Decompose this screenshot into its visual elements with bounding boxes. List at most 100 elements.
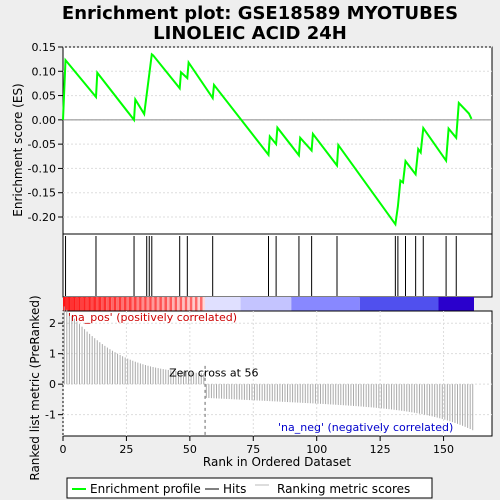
colorbar-cell xyxy=(144,297,147,311)
es-panel: 0.15 0.10 0.05 0.00 -0.05 -0.10 -0.15 -0.20 Enr… xyxy=(11,41,493,235)
es-tick-label: 0.05 xyxy=(32,90,57,103)
colorbar-cell xyxy=(172,297,175,311)
metric-ylabel: Ranked list metric (PreRanked) xyxy=(28,295,42,480)
colorbar-cell xyxy=(174,297,178,311)
colorbar-cell xyxy=(179,297,183,311)
colorbar-cell xyxy=(121,297,124,311)
x-tick-label: 50 xyxy=(183,443,197,456)
colorbar-cell xyxy=(78,297,81,311)
colorbar-cell xyxy=(75,297,79,311)
colorbar-cell xyxy=(167,297,170,311)
x-tick-label: 25 xyxy=(119,443,133,456)
colorbar-cell xyxy=(111,297,114,311)
colorbar-cell xyxy=(131,297,135,311)
metric-tick-label: 1 xyxy=(49,348,56,361)
x-tick-label: 150 xyxy=(433,443,454,456)
neg-label: 'na_neg' (negatively correlated) xyxy=(278,421,453,434)
es-ylabel: Enrichment score (ES) xyxy=(11,83,25,216)
colorbar-cell xyxy=(101,297,104,311)
colorbar-cell xyxy=(151,297,155,311)
hits-panel xyxy=(62,233,493,298)
colorbar-cell xyxy=(187,297,190,311)
colorbar-cell xyxy=(177,297,180,311)
legend-metric-label: Ranking metric scores xyxy=(277,482,410,496)
metric-tick-label: 2 xyxy=(49,317,56,330)
x-tick-label: 0 xyxy=(60,443,67,456)
colorbar-cell xyxy=(182,297,185,311)
colorbar-cell xyxy=(106,297,109,311)
metric-tick-label: 0 xyxy=(49,378,56,391)
es-tick-label: -0.05 xyxy=(28,138,56,151)
colorbar-cell xyxy=(88,297,91,311)
colorbar-segment xyxy=(359,297,439,311)
colorbar-cell xyxy=(189,297,193,311)
colorbar-cell xyxy=(98,297,102,311)
colorbar-cell xyxy=(63,297,66,311)
enrichment-profile-line xyxy=(62,52,473,227)
colorbar-cell xyxy=(197,297,200,311)
colorbar-cell xyxy=(108,297,112,311)
colorbar-cell xyxy=(169,297,173,311)
legend-es-label: Enrichment profile xyxy=(90,482,201,496)
es-tick-label: 0.00 xyxy=(32,114,57,127)
legend-box xyxy=(66,477,433,499)
x-tick-label: 125 xyxy=(370,443,391,456)
colorbar-cell xyxy=(65,297,69,311)
colorbar-cell xyxy=(128,297,132,311)
es-tick-label: -0.10 xyxy=(28,162,56,175)
chart-title-line2: LINOLEIC ACID 24H xyxy=(153,23,347,44)
hits-plot-area xyxy=(62,233,493,298)
colorbar-cell xyxy=(123,297,127,311)
legend: Enrichment profile Hits Ranking metric s… xyxy=(66,477,433,499)
metric-panel: 2 1 0 -1 Zero cross at 56 'na_pos' (positiv… xyxy=(28,295,493,481)
colorbar-cell xyxy=(95,297,99,311)
colorbar-cell xyxy=(134,297,137,311)
colorbar-cell xyxy=(149,297,152,311)
colorbar-cell xyxy=(85,297,89,311)
colorbar-cell xyxy=(93,297,96,311)
pos-label: 'na_pos' (positively correlated) xyxy=(68,311,237,324)
rank-colorbar xyxy=(63,297,474,311)
colorbar-cell xyxy=(103,297,107,311)
colorbar-cell xyxy=(156,297,160,311)
colorbar-segment xyxy=(205,297,241,311)
es-tick-label: -0.20 xyxy=(28,211,56,224)
colorbar-cell xyxy=(136,297,140,311)
es-tick-label: 0.10 xyxy=(32,65,57,78)
colorbar-cell xyxy=(80,297,84,311)
colorbar-cell xyxy=(161,297,165,311)
colorbar-cell xyxy=(73,297,76,311)
colorbar-cell xyxy=(154,297,157,311)
zero-cross-label: Zero cross at 56 xyxy=(169,367,258,380)
colorbar-cell xyxy=(200,297,203,311)
chart-title-line1: Enrichment plot: GSE18589 MYOTUBES xyxy=(62,3,458,24)
colorbar-cell xyxy=(70,297,74,311)
colorbar-cell xyxy=(118,297,122,311)
es-tick-label: -0.15 xyxy=(28,187,56,200)
colorbar-segment xyxy=(240,297,292,311)
colorbar-cell xyxy=(68,297,71,311)
colorbar-segment xyxy=(291,297,360,311)
colorbar-cell xyxy=(194,297,198,311)
es-plot-area xyxy=(62,46,493,235)
colorbar-cell xyxy=(192,297,195,311)
es-tick-label: 0.15 xyxy=(32,41,57,54)
colorbar-cell xyxy=(126,297,129,311)
metric-plot-area xyxy=(62,310,493,437)
colorbar-cell xyxy=(146,297,150,311)
x-axis-label: Rank in Ordered Dataset xyxy=(203,455,351,469)
x-tick-label: 75 xyxy=(246,443,260,456)
x-tick-label: 100 xyxy=(306,443,327,456)
colorbar-cell xyxy=(83,297,86,311)
metric-tick-label: -1 xyxy=(45,409,56,422)
colorbar-cell xyxy=(159,297,162,311)
colorbar-cell xyxy=(113,297,117,311)
colorbar-cell xyxy=(164,297,168,311)
colorbar-cell xyxy=(90,297,94,311)
colorbar-segment xyxy=(438,297,474,311)
colorbar-cell xyxy=(139,297,142,311)
colorbar-cell xyxy=(184,297,188,311)
colorbar-cell xyxy=(116,297,119,311)
legend-hits-label: Hits xyxy=(223,482,246,496)
